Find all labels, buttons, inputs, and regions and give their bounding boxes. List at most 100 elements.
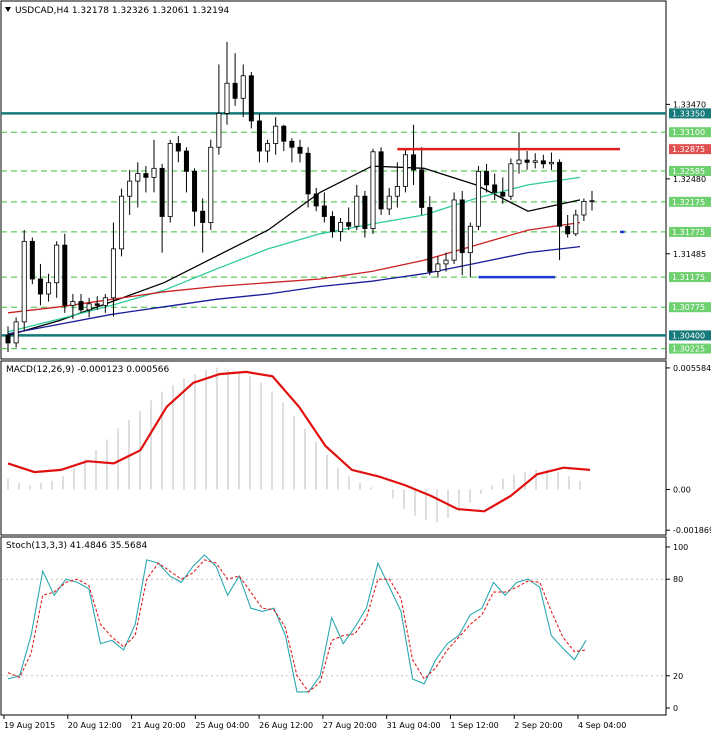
candle-body: [475, 170, 481, 227]
time-tick-label: 31 Aug 04:00: [387, 721, 441, 730]
candle-body: [248, 75, 254, 122]
candle-body: [78, 301, 84, 311]
candle-body: [321, 205, 327, 217]
candle-body: [427, 207, 433, 272]
stoch-tick-label: 0: [673, 704, 678, 713]
candle-body: [524, 159, 530, 163]
candle-body: [508, 163, 514, 197]
time-tick-label: 20 Aug 12:00: [68, 721, 122, 730]
candle-body: [419, 169, 425, 208]
stoch-main-line: [7, 554, 587, 693]
candle-body: [451, 199, 457, 261]
candle-body: [192, 170, 198, 212]
candle-body: [216, 112, 222, 148]
price-tick-label: 1.31485: [673, 250, 706, 259]
candle-body: [240, 75, 246, 99]
macd-panel: MACD(12,26,9) -0.000123 0.000566 0.00558…: [0, 360, 711, 536]
candle-body: [175, 143, 181, 152]
candle-body: [110, 248, 116, 299]
candle-body: [338, 222, 344, 232]
time-tick-label: 25 Aug 04:00: [195, 721, 249, 730]
candle-body: [256, 120, 262, 152]
price-tag-label: 1.30225: [672, 345, 705, 354]
candle-body: [29, 240, 35, 280]
stoch-panel-frame: [0, 536, 667, 716]
price-tag: [669, 165, 711, 176]
candle-body: [573, 214, 579, 235]
price-tag: [669, 272, 711, 283]
price-panel: USDCAD,H4 1.32178 1.32326 1.32061 1.3219…: [0, 0, 711, 360]
price-tag: [669, 226, 711, 237]
candle-body: [265, 143, 271, 152]
moving-average-line: [7, 176, 581, 333]
time-tick-label: 19 Aug 2015: [4, 721, 55, 730]
price-tag: [669, 302, 711, 313]
candle-body: [208, 146, 214, 223]
candle-body: [135, 173, 141, 182]
moving-average-line: [7, 245, 581, 335]
price-tag-label: 1.33100: [672, 128, 705, 137]
candle-body: [354, 195, 360, 227]
price-segments: [397, 147, 625, 279]
candle-body: [500, 192, 506, 197]
candle-body: [86, 303, 92, 311]
price-tag-label: 1.33350: [672, 109, 705, 118]
stoch-panel: Stoch(13,3,3) 41.4846 35.5684 100 80 20 0: [0, 536, 688, 716]
candle-body: [281, 125, 287, 142]
price-tag: [669, 144, 711, 155]
candle-body: [289, 140, 295, 148]
stoch-tick-label: 80: [673, 575, 683, 584]
candle-body: [411, 154, 417, 171]
collapse-triangle-icon[interactable]: [5, 7, 11, 12]
candle-body: [443, 259, 449, 265]
candle-body: [305, 152, 311, 195]
candle-body: [492, 184, 498, 193]
time-tick-label: 26 Aug 12:00: [259, 721, 313, 730]
candle-body: [200, 210, 206, 223]
candle-body: [159, 167, 165, 217]
macd-tick-label: 0.00: [673, 486, 691, 495]
candle-body: [516, 159, 522, 165]
candle-body: [62, 244, 68, 306]
price-tick-label: 1.33470: [673, 100, 706, 109]
candle-body: [127, 180, 133, 197]
candle-body: [224, 82, 230, 114]
candle-body: [459, 199, 465, 254]
price-tag: [669, 196, 711, 207]
macd-histogram: [7, 367, 581, 523]
candle-body: [484, 170, 490, 186]
macd-tick-label: -0.001869: [673, 526, 711, 535]
candle-body: [54, 244, 60, 284]
candle-body: [183, 150, 189, 172]
macd-signal-line: [7, 370, 591, 513]
macd-panel-frame: [0, 360, 667, 536]
candle-body: [273, 125, 279, 144]
candle-body: [143, 173, 149, 178]
price-tag-label: 1.32175: [672, 198, 705, 207]
time-tick-label: 4 Sep 04:00: [578, 721, 626, 730]
price-tick-label: 1.32480: [673, 175, 706, 184]
candle-body: [297, 146, 303, 154]
macd-label: MACD(12,26,9) -0.000123 0.000566: [6, 365, 169, 375]
time-tick-label: 27 Aug 20:00: [323, 721, 377, 730]
candle-body: [151, 167, 157, 178]
symbol-header: USDCAD,H4 1.32178 1.32326 1.32061 1.3219…: [15, 6, 230, 16]
candle-body: [540, 160, 546, 165]
macd-tick-label: 0.005584: [673, 364, 711, 373]
price-axis: 1.33470 1.32480 1.31485 1.33350 1.33100 1.328…: [666, 100, 711, 354]
price-tag-label: 1.30400: [672, 331, 705, 340]
candle-body: [46, 282, 52, 295]
time-tick-label: 2 Sep 20:00: [514, 721, 562, 730]
candle-body: [378, 151, 384, 210]
price-tag-label: 1.30775: [672, 303, 705, 312]
candle-body: [402, 154, 408, 187]
candle-body: [5, 335, 11, 344]
time-axis: 19 Aug 2015 20 Aug 12:00 21 Aug 20:00 25 Au…: [3, 715, 626, 730]
candle-body: [548, 161, 554, 165]
candle-body: [435, 263, 441, 272]
candle-body: [102, 297, 108, 306]
candle-body: [557, 161, 563, 227]
candle-body: [94, 303, 100, 306]
